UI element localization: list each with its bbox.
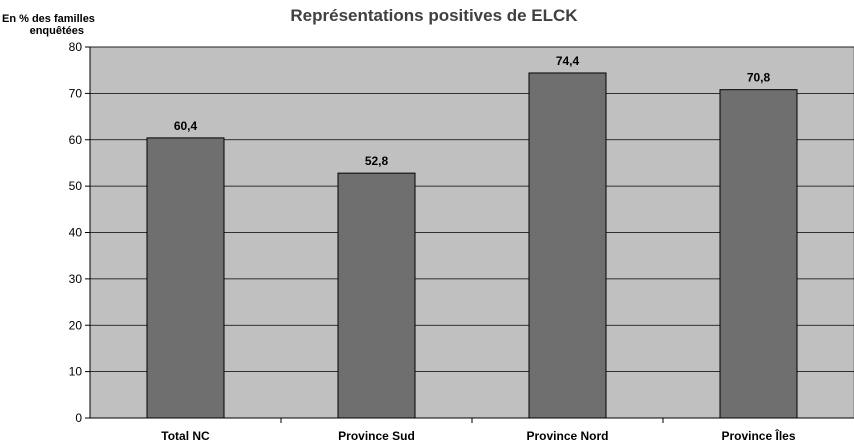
data-label-3: 74,4 xyxy=(556,54,580,68)
bar-2 xyxy=(337,172,416,419)
y-tick-label-20: 20 xyxy=(69,318,83,332)
y-tick-label-80: 80 xyxy=(69,40,83,54)
category-label-3: Province Nord xyxy=(526,429,608,443)
bar-3 xyxy=(528,72,607,419)
y-axis-label-line-1: En % des familles xyxy=(2,13,95,25)
data-label-4: 70,8 xyxy=(747,71,771,85)
bars: 60,4 52,8 74,4 70,8 xyxy=(146,54,798,419)
category-label-2: Province Sud xyxy=(338,429,415,443)
bar-1 xyxy=(146,137,225,419)
data-label-2: 52,8 xyxy=(365,154,389,168)
y-tick-label-40: 40 xyxy=(69,226,83,240)
y-tick-label-10: 10 xyxy=(69,365,83,379)
category-label-4: Province Îles xyxy=(721,428,795,443)
data-label-1: 60,4 xyxy=(174,119,198,133)
x-axis-category-labels: Total NC Province Sud Province Nord Provinc… xyxy=(161,418,796,443)
y-axis-label-line-2: enquêtées xyxy=(30,25,84,37)
y-axis-ticks: 0 10 20 30 40 50 60 70 80 xyxy=(69,40,90,425)
y-tick-label-30: 30 xyxy=(69,272,83,286)
y-tick-label-70: 70 xyxy=(69,86,83,100)
chart-title: Représentations positives de ELCK xyxy=(290,6,578,25)
y-tick-label-0: 0 xyxy=(75,411,82,425)
bar-4 xyxy=(719,89,798,419)
y-tick-label-60: 60 xyxy=(69,133,83,147)
y-tick-label-50: 50 xyxy=(69,179,83,193)
category-label-1: Total NC xyxy=(161,429,210,443)
